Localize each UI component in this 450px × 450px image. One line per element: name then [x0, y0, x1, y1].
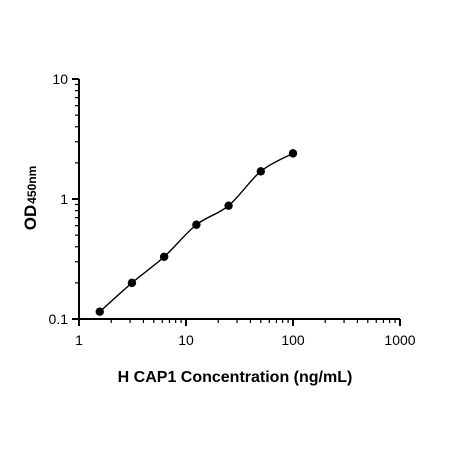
x-tick-label: 1000: [384, 332, 415, 348]
data-point: [224, 201, 233, 210]
y-tick-label: 1: [60, 191, 68, 207]
y-axis-title-subscript: 450nm: [25, 166, 39, 204]
data-point: [256, 167, 265, 176]
x-tick-label: 10: [178, 332, 194, 348]
x-axis-title: H CAP1 Concentration (ng/mL): [118, 369, 353, 386]
y-axis-title: OD450nm: [21, 166, 40, 231]
axes-layer: 1 10 100 1000 0.1 1 10: [49, 71, 416, 348]
data-point: [127, 278, 137, 288]
x-tick-label: 1: [75, 332, 83, 348]
data-point: [192, 220, 201, 229]
data-point: [95, 307, 104, 316]
y-axis-title-main: OD: [21, 205, 40, 231]
x-tick-label: 100: [281, 332, 305, 348]
data-points-layer: [95, 149, 298, 316]
y-tick-label: 10: [52, 71, 68, 87]
y-tick-label: 0.1: [49, 311, 69, 327]
data-point: [159, 252, 169, 261]
data-point: [288, 149, 298, 158]
fit-curve: [99, 152, 294, 313]
fit-curve-layer: [99, 152, 294, 313]
